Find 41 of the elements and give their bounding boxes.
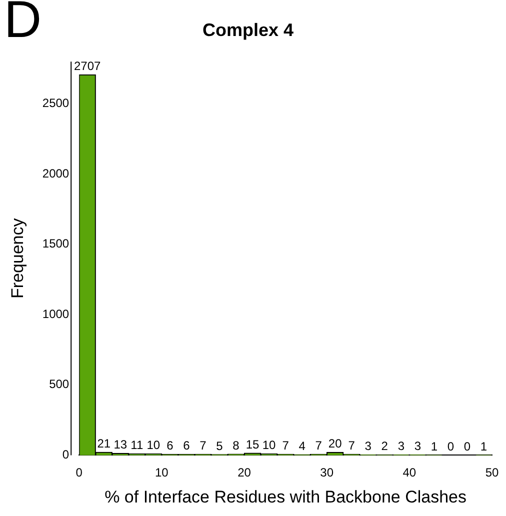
data-label: 7 [315, 438, 322, 453]
y-axis-title: Frequency [8, 218, 27, 299]
text: D [4, 0, 42, 49]
data-label: 7 [200, 438, 207, 453]
y-tick-label: 2500 [42, 96, 70, 110]
y-tick-label: 500 [49, 377, 70, 392]
x-tick-label: 0 [76, 466, 83, 480]
data-label: 21 [97, 436, 111, 451]
y-tick-label: 1500 [42, 236, 70, 251]
data-label: 8 [232, 438, 240, 452]
data-label: 1 [480, 439, 488, 454]
y-tick-label: 1000 [42, 306, 70, 321]
data-label: 6 [166, 438, 174, 453]
data-label: 3 [414, 439, 422, 454]
data-label: 3 [364, 439, 372, 454]
data-label: 7 [348, 438, 356, 453]
data-label: 7 [282, 438, 290, 453]
data-label: 5 [216, 438, 224, 453]
x-tick-label: 30 [320, 466, 334, 480]
data-label: 3 [398, 439, 405, 454]
data-label: 11 [130, 438, 144, 452]
chart-title: Complex 4 [202, 20, 294, 40]
data-label: 10 [146, 438, 160, 452]
y-tick-label: 0 [62, 448, 70, 462]
data-label: 10 [262, 438, 276, 452]
x-tick-label: 40 [402, 466, 416, 480]
y-tick-label: 2000 [42, 166, 70, 180]
x-axis-title: % of Interface Residues with Backbone Clashes [104, 487, 467, 506]
data-label: 0 [447, 440, 454, 454]
data-label: 0 [464, 440, 471, 454]
data-label: 4 [298, 438, 306, 453]
data-label: 2707 [74, 58, 102, 73]
data-label: 15 [246, 437, 260, 452]
data-label: 6 [183, 438, 190, 453]
data-label: 2 [381, 439, 388, 454]
x-tick-label: 20 [238, 466, 252, 480]
data-label: 1 [430, 439, 438, 454]
x-tick-label: 10 [154, 466, 169, 480]
x-tick-label: 50 [485, 466, 499, 480]
data-label: 20 [328, 436, 342, 451]
data-label: 13 [114, 438, 128, 452]
